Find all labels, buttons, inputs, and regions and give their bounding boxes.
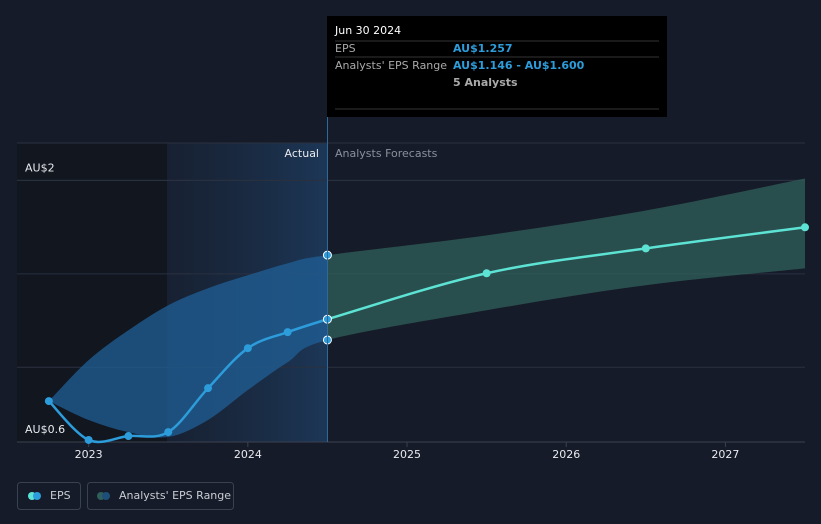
- tooltip: Jun 30 2024 EPS AU$1.257 Analysts' EPS R…: [327, 16, 667, 117]
- x-tick-label: 2027: [711, 448, 739, 461]
- x-tick-label: 2025: [393, 448, 421, 461]
- eps-point: [124, 432, 133, 441]
- eps-point: [204, 384, 213, 393]
- tooltip-value: AU$1.257: [453, 42, 513, 55]
- legend-swatch: [102, 492, 110, 500]
- legend-swatch: [33, 492, 41, 500]
- eps-point: [283, 328, 292, 337]
- range-band: [48, 178, 806, 438]
- legend-item[interactable]: [87, 482, 234, 510]
- forecast-point: [801, 223, 809, 232]
- tooltip-key: EPS: [335, 42, 356, 55]
- y-tick-label: AU$2: [25, 161, 55, 174]
- forecast-line: [327, 226, 806, 321]
- tooltip-date: Jun 30 2024: [334, 24, 401, 37]
- tooltip-note: 5 Analysts: [453, 76, 518, 89]
- legend-label: Analysts' EPS Range: [119, 489, 231, 502]
- tooltip-value: AU$1.146 - AU$1.600: [453, 59, 585, 72]
- legend-label: EPS: [50, 489, 71, 502]
- legend: EPS Analysts' EPS Range: [17, 482, 234, 510]
- legend-item[interactable]: [17, 482, 81, 510]
- x-tick-label: 2024: [234, 448, 262, 461]
- eps-point: [44, 397, 53, 406]
- forecast-point: [482, 269, 491, 278]
- x-tick-label: 2023: [75, 448, 103, 461]
- tooltip-key: Analysts' EPS Range: [335, 59, 447, 72]
- eps-point: [84, 435, 93, 444]
- y-tick-label: AU$0.6: [25, 423, 65, 436]
- x-tick-label: 2026: [552, 448, 580, 461]
- eps-point: [243, 344, 252, 353]
- forecast-point: [641, 244, 650, 253]
- eps-point: [164, 428, 173, 437]
- region-label: Analysts Forecasts: [335, 147, 438, 160]
- tooltip-box: [327, 16, 667, 117]
- region-label: Actual: [285, 147, 319, 160]
